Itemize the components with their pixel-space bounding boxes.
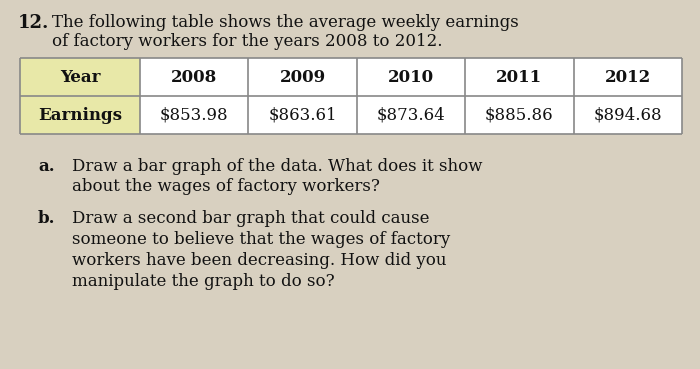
- Bar: [357, 58, 466, 96]
- Bar: [357, 96, 466, 134]
- Bar: [20, 58, 140, 96]
- Text: b.: b.: [38, 210, 55, 227]
- Text: about the wages of factory workers?: about the wages of factory workers?: [72, 178, 380, 195]
- Text: Draw a bar graph of the data. What does it show: Draw a bar graph of the data. What does …: [72, 158, 482, 175]
- Bar: [140, 58, 248, 96]
- Bar: [140, 96, 248, 134]
- Text: 2008: 2008: [171, 69, 217, 86]
- Text: Earnings: Earnings: [38, 107, 122, 124]
- Bar: [466, 58, 573, 96]
- Text: manipulate the graph to do so?: manipulate the graph to do so?: [72, 273, 335, 290]
- Text: The following table shows the average weekly earnings: The following table shows the average we…: [52, 14, 519, 31]
- Bar: [573, 96, 682, 134]
- Text: a.: a.: [38, 158, 55, 175]
- Text: someone to believe that the wages of factory: someone to believe that the wages of fac…: [72, 231, 450, 248]
- Text: of factory workers for the years 2008 to 2012.: of factory workers for the years 2008 to…: [52, 33, 442, 50]
- Text: Year: Year: [60, 69, 100, 86]
- Bar: [20, 96, 140, 134]
- Text: $885.86: $885.86: [485, 107, 554, 124]
- Text: $853.98: $853.98: [160, 107, 228, 124]
- Text: workers have been decreasing. How did you: workers have been decreasing. How did yo…: [72, 252, 447, 269]
- Text: 12.: 12.: [18, 14, 50, 32]
- Text: $863.61: $863.61: [268, 107, 337, 124]
- Text: 2009: 2009: [279, 69, 326, 86]
- Bar: [248, 96, 357, 134]
- Text: 2011: 2011: [496, 69, 542, 86]
- Text: Draw a second bar graph that could cause: Draw a second bar graph that could cause: [72, 210, 430, 227]
- Text: $873.64: $873.64: [377, 107, 445, 124]
- Text: 2010: 2010: [388, 69, 434, 86]
- Bar: [573, 58, 682, 96]
- Bar: [466, 96, 573, 134]
- Text: 2012: 2012: [605, 69, 651, 86]
- Text: $894.68: $894.68: [594, 107, 662, 124]
- Bar: [248, 58, 357, 96]
